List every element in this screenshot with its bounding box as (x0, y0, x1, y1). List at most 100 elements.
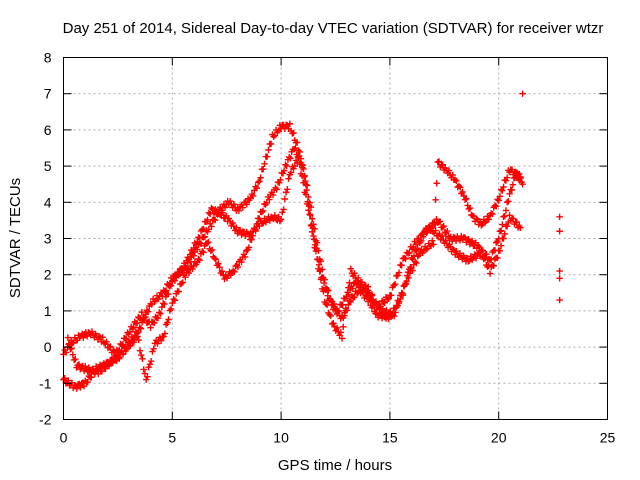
y-tick-label: 3 (44, 231, 52, 247)
y-tick-label: 4 (44, 194, 52, 210)
data-point-marker (339, 301, 346, 308)
data-point-marker (147, 324, 154, 331)
data-point-marker (290, 129, 297, 137)
data-point-marker (249, 232, 257, 240)
data-point-marker (473, 215, 480, 222)
data-point-marker (271, 212, 279, 219)
data-point-marker (174, 270, 181, 278)
data-point-marker (319, 274, 326, 281)
data-point-marker (485, 216, 492, 223)
data-point-marker (516, 170, 523, 178)
data-point-marker (314, 256, 321, 263)
data-point-marker (98, 368, 106, 375)
data-point-marker (354, 278, 361, 285)
data-point-marker (385, 295, 392, 303)
data-point-marker (205, 238, 212, 246)
data-point-marker (281, 195, 289, 203)
data-point-marker (141, 314, 148, 322)
data-point-marker (175, 288, 183, 295)
data-point-marker (263, 153, 271, 160)
data-point-marker (502, 207, 510, 214)
data-point-marker (116, 354, 123, 361)
data-point-marker (69, 351, 77, 358)
data-point-marker (156, 309, 163, 316)
data-point-marker (361, 286, 368, 293)
data-point-marker (337, 329, 344, 336)
data-point-marker (351, 270, 358, 277)
x-tick-label: 0 (60, 430, 68, 446)
data-point-marker (208, 246, 216, 254)
data-point-marker (497, 242, 505, 249)
data-point-marker (341, 312, 348, 319)
data-point-marker (263, 199, 271, 207)
data-point-marker (194, 246, 201, 253)
data-point-marker (459, 188, 466, 196)
data-point-marker (399, 290, 406, 297)
data-point-marker (294, 153, 302, 161)
data-point-marker (151, 298, 158, 305)
data-point-marker (465, 205, 473, 213)
y-tick-label: 6 (44, 122, 52, 138)
data-point-marker (483, 250, 490, 258)
data-point-marker (135, 336, 142, 344)
data-point-marker (203, 239, 211, 247)
data-point-marker (466, 204, 474, 212)
data-point-marker (77, 384, 84, 391)
data-point-marker (252, 226, 259, 233)
data-point-marker (333, 324, 341, 332)
data-point-marker (440, 223, 447, 230)
data-point-marker (556, 296, 563, 304)
data-point-marker (74, 362, 81, 369)
data-point-marker (219, 209, 226, 217)
data-point-marker (508, 186, 515, 194)
data-point-marker (159, 300, 167, 307)
data-point-marker (130, 324, 137, 331)
data-point-marker (84, 378, 91, 386)
data-point-marker (285, 153, 293, 161)
data-point-marker (423, 229, 430, 236)
data-point-marker (282, 189, 290, 196)
data-point-marker (286, 120, 294, 127)
data-point-marker (401, 254, 408, 262)
data-point-marker (141, 370, 149, 377)
data-point-marker (198, 248, 206, 255)
data-point-marker (65, 340, 73, 347)
data-point-marker (329, 301, 336, 309)
data-point-marker (230, 267, 237, 274)
data-point-marker (196, 234, 203, 242)
data-point-marker (299, 161, 307, 169)
data-point-marker (88, 328, 96, 335)
data-point-marker (138, 351, 145, 359)
data-point-marker (500, 183, 507, 191)
data-point-marker (456, 184, 464, 191)
y-axis-label: SDTVAR / TECUs (7, 178, 24, 298)
data-point-marker (517, 224, 524, 231)
data-point-marker (327, 312, 335, 320)
data-point-marker (253, 185, 261, 192)
data-point-marker (465, 258, 472, 265)
data-point-marker (154, 314, 162, 322)
data-point-marker (215, 260, 222, 267)
data-point-marker (127, 342, 134, 349)
data-point-marker (125, 343, 133, 350)
data-point-marker (208, 204, 215, 212)
data-point-marker (323, 286, 330, 293)
data-point-marker (144, 308, 152, 315)
data-point-marker (496, 193, 504, 200)
data-point-marker (207, 247, 215, 254)
data-point-marker (349, 285, 356, 292)
data-point-marker (435, 158, 443, 165)
y-tick-label: 7 (44, 86, 52, 102)
y-tick-label: 1 (44, 303, 52, 319)
data-point-marker (200, 225, 207, 233)
data-point-marker (392, 309, 399, 316)
data-point-marker (312, 241, 319, 249)
data-point-marker (107, 343, 114, 350)
data-point-marker (61, 375, 68, 382)
data-point-marker (290, 145, 298, 153)
data-point-marker (143, 307, 151, 314)
data-point-marker (395, 299, 403, 307)
data-point-marker (136, 347, 144, 354)
data-point-marker (73, 385, 80, 392)
data-point-marker (310, 236, 318, 243)
